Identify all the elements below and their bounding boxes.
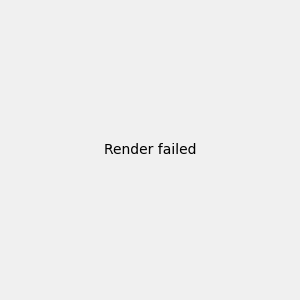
Text: Render failed: Render failed [104, 143, 196, 157]
